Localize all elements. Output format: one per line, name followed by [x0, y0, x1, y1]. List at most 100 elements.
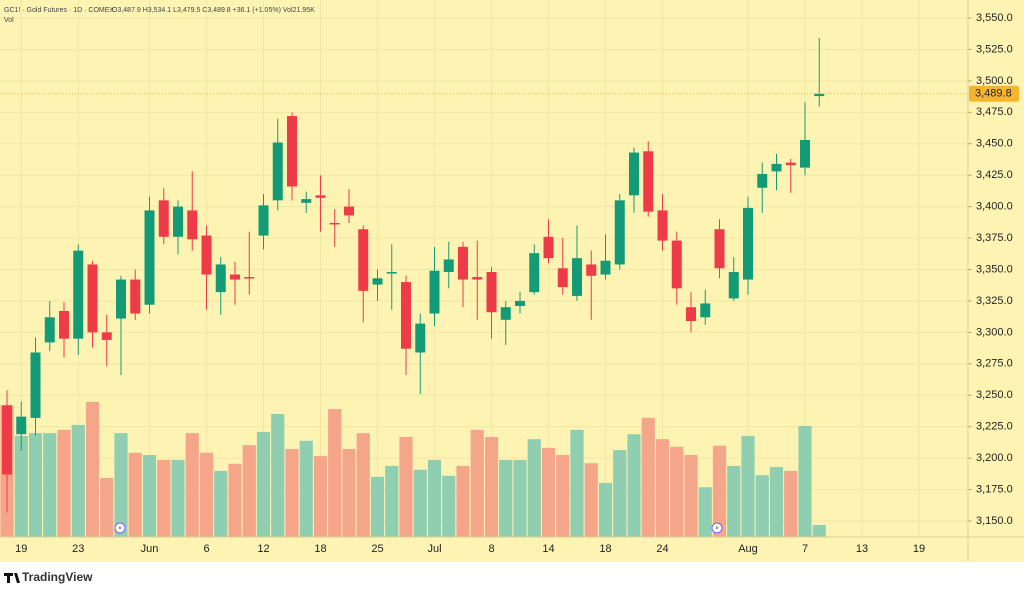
volume-bar: [214, 470, 228, 537]
candle-body: [301, 199, 312, 203]
volume-bar: [556, 455, 570, 537]
volume-bar: [798, 426, 812, 537]
x-tick-label: Aug: [738, 543, 758, 555]
candle-body: [700, 303, 711, 318]
y-tick-label: 3,150.0: [976, 515, 1013, 527]
volume-bar: [755, 475, 769, 537]
volume-bar: [385, 465, 399, 537]
candle-body: [443, 259, 454, 273]
candle-body: [785, 162, 796, 166]
volume-bar: [328, 409, 342, 537]
x-tick-label: 6: [203, 543, 209, 555]
quote-text: O3,487.9 H3,534.1 L3,479.5 C3,489.8 +36.…: [112, 7, 315, 14]
candle-body: [372, 278, 383, 285]
candle-body: [728, 272, 739, 299]
volume-bar: [741, 435, 755, 537]
y-tick-label: 3,475.0: [976, 106, 1013, 118]
x-tick-label: 12: [257, 543, 269, 555]
volume-bar: [242, 445, 256, 537]
volume-bar: [598, 482, 613, 537]
volume-bar: [71, 424, 85, 537]
volume-bar: [399, 436, 413, 537]
candle-body: [215, 264, 226, 293]
y-tick-label: 3,550.0: [976, 12, 1013, 24]
volume-bar: [228, 463, 242, 537]
volume-bar: [442, 475, 456, 537]
volume-bar: [613, 450, 627, 537]
y-tick-label: 3,325.0: [976, 295, 1013, 307]
volume-bar: [584, 463, 598, 537]
volume-bar: [812, 525, 826, 537]
candle-body: [2, 405, 12, 475]
y-tick-label: 3,400.0: [976, 201, 1013, 213]
candle-body: [458, 246, 468, 280]
volume-bar: [427, 459, 442, 537]
candle-body: [657, 210, 668, 241]
y-tick-label: 3,275.0: [976, 358, 1013, 370]
candle-body: [16, 416, 27, 435]
volume-bar: [199, 452, 214, 537]
x-tick-label: 19: [913, 543, 925, 555]
volume-bar: [570, 429, 584, 537]
volume-bar: [541, 447, 556, 537]
candle-body: [557, 268, 568, 288]
candle-body: [814, 93, 825, 97]
candle-body: [472, 277, 483, 280]
candle-body: [73, 250, 84, 339]
y-tick-label: 3,200.0: [976, 452, 1013, 464]
volume-bar: [14, 435, 28, 537]
volume-bar: [712, 445, 727, 537]
volume-bar: [285, 448, 299, 537]
volume-bar: [470, 429, 484, 537]
candle-body: [258, 205, 269, 236]
candle-body: [144, 210, 155, 305]
candle-body: [101, 332, 112, 340]
candle-body: [130, 279, 141, 314]
candle-body: [529, 253, 540, 293]
volume-bar: [370, 476, 385, 537]
volume-bar: [185, 433, 199, 537]
candle-body: [757, 173, 768, 188]
candle-body: [344, 206, 354, 216]
x-tick-label: 13: [856, 543, 868, 555]
volume-legend: Vol: [4, 17, 14, 24]
candle-body: [629, 152, 639, 196]
candle-body: [116, 279, 126, 319]
volume-bar: [627, 434, 641, 537]
last-price-label: 3,489.8: [975, 88, 1012, 100]
event-marker[interactable]: »: [114, 522, 126, 534]
candle-body: [30, 352, 41, 418]
volume-bar: [43, 433, 57, 537]
candle-body: [486, 272, 497, 313]
y-tick-label: 3,225.0: [976, 421, 1013, 433]
volume-bar: [142, 455, 157, 537]
y-tick-label: 3,375.0: [976, 232, 1013, 244]
volume-bar: [698, 487, 712, 537]
svg-text:»: »: [715, 526, 719, 532]
volume-bar: [100, 477, 114, 537]
candle-body: [714, 229, 725, 269]
candle-body: [87, 264, 98, 333]
volume-bar: [499, 459, 513, 537]
x-tick-label: 7: [802, 543, 808, 555]
logo[interactable]: TradingView: [4, 570, 93, 584]
volume-bar: [769, 467, 784, 537]
event-marker[interactable]: »: [711, 522, 723, 534]
candle-body: [230, 274, 240, 280]
volume-bar: [85, 401, 100, 537]
y-tick-label: 3,500.0: [976, 75, 1013, 87]
candle-body: [771, 163, 782, 172]
candle-body: [600, 260, 611, 275]
y-tick-label: 3,450.0: [976, 138, 1013, 150]
x-tick-label: 25: [371, 543, 383, 555]
x-tick-label: 19: [15, 543, 27, 555]
volume-bar: [256, 432, 271, 537]
volume-bar: [684, 455, 698, 537]
volume-bar: [727, 465, 741, 537]
volume-bar: [28, 433, 43, 537]
volume-bar: [171, 459, 185, 537]
candle-body: [329, 222, 340, 225]
candle-body: [515, 300, 525, 306]
volume-bar: [57, 429, 71, 537]
symbol-text: GC1! · Gold Futures · 1D · COMEX: [4, 7, 114, 14]
